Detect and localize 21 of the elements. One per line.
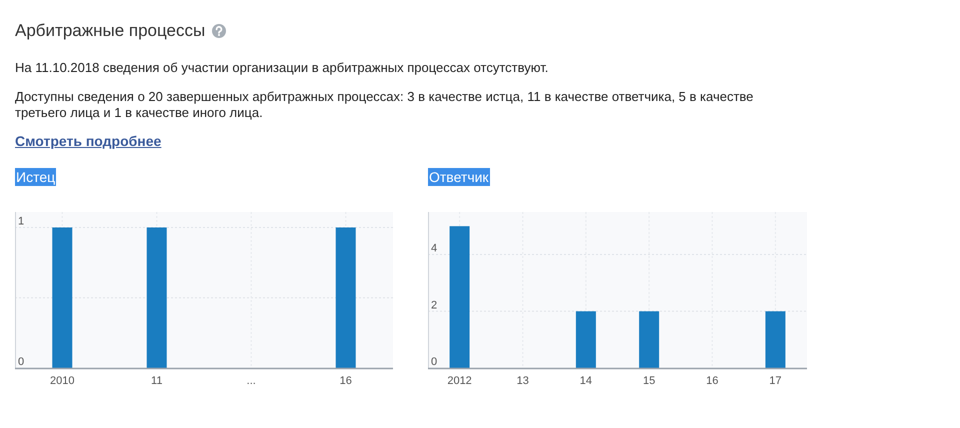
text: Доступны сведения о 20 завершенных арбитражных процессах: 3 в качестве истца, 11 в качестве ответчика, 5 в качестве третьего лица и 1 в качестве иного лица. — [15, 89, 754, 120]
x-tick-label: 11 — [151, 375, 162, 387]
x-tick-label: 13 — [516, 375, 529, 387]
y-tick-label: 1 — [18, 215, 24, 228]
x-tick-label: 15 — [642, 375, 656, 387]
x-tick-label: 2010 — [50, 375, 74, 387]
text: На 11.10.2018 сведения об участии организации в арбитражных процессах отсутствуют. — [15, 60, 548, 75]
chart-title: Ответчик — [428, 168, 490, 186]
y-tick-label: 0 — [431, 356, 438, 368]
y-tick-label: 0 — [18, 356, 24, 368]
x-tick-label: 16 — [340, 375, 352, 387]
x-tick-label: 2012 — [447, 375, 472, 387]
x-tick-label: 14 — [580, 375, 592, 387]
x-tick-label: 16 — [706, 375, 718, 387]
x-tick-label: ... — [246, 375, 256, 387]
y-tick-label: 2 — [431, 299, 438, 312]
x-tick-label: 17 — [769, 375, 782, 387]
y-tick-label: 4 — [431, 242, 438, 255]
text: Арбитражные процессы — [15, 20, 206, 42]
chart-title: Истец — [15, 168, 56, 186]
text: Смотреть подробнее — [15, 133, 162, 149]
